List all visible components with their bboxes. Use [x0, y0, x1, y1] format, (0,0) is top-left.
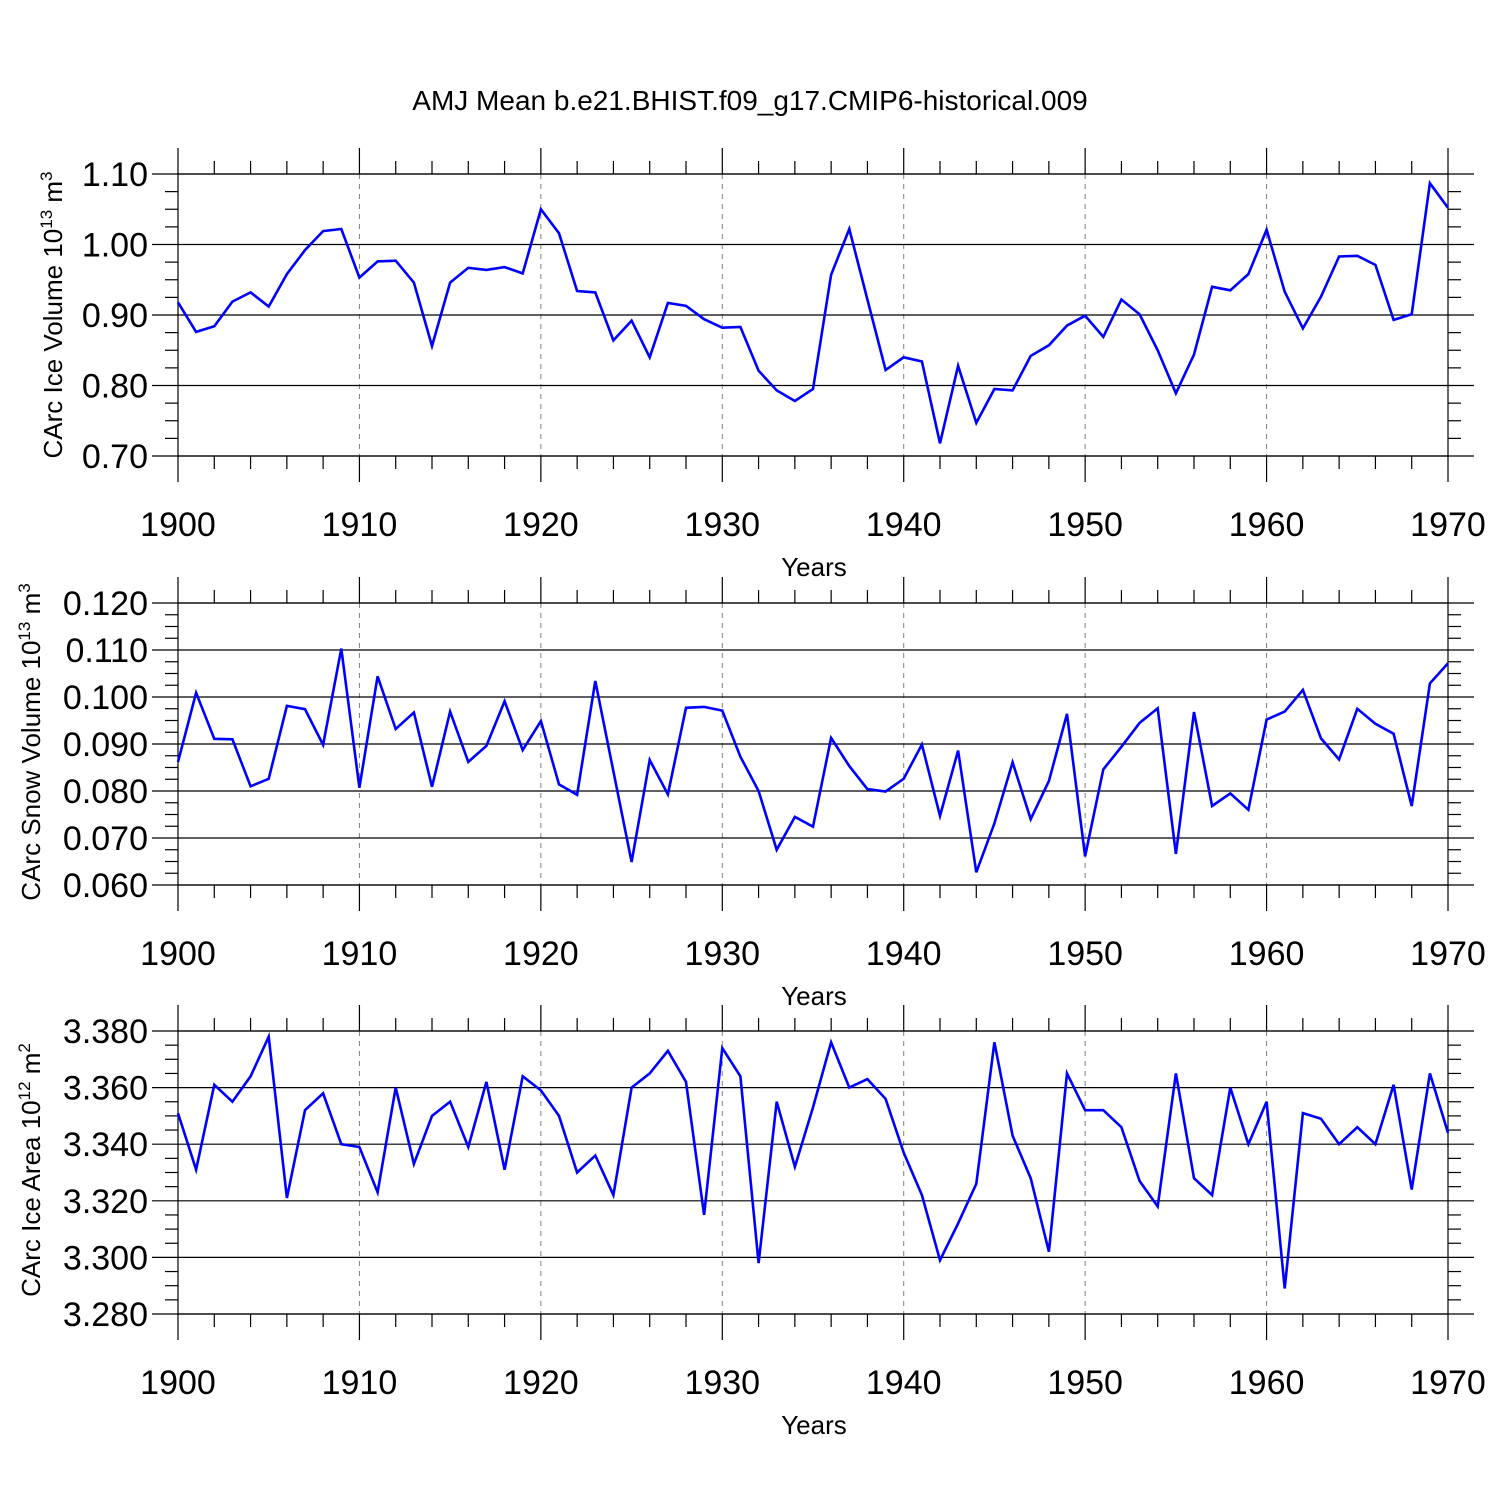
- y-tick-label: 0.80: [82, 368, 148, 406]
- x-tick-label: 1910: [322, 935, 398, 973]
- y-axis-label: CArc Ice Area 1012 m2: [15, 1043, 46, 1297]
- x-tick-label: 1970: [1410, 506, 1486, 544]
- x-tick-label: 1970: [1410, 1364, 1486, 1402]
- x-tick-label: 1960: [1229, 935, 1305, 973]
- panel-1: 1900 1910 1920 1930 1940 1950 1960 1970 0.70 0.80…: [37, 148, 1486, 582]
- x-tick-label: 1930: [684, 506, 760, 544]
- y-tick-label: 1.10: [82, 156, 148, 194]
- x-axis-label: Years: [781, 981, 847, 1011]
- x-tick-label: 1930: [684, 935, 760, 973]
- y-tick-label: 0.100: [63, 679, 148, 717]
- x-tick-label: 1910: [322, 506, 398, 544]
- y-tick-label: 0.060: [63, 867, 148, 905]
- y-tick-label: 3.280: [63, 1296, 148, 1334]
- x-tick-label: 1910: [322, 1364, 398, 1402]
- x-tick-label: 1960: [1229, 1364, 1305, 1402]
- x-tick-label: 1950: [1047, 1364, 1123, 1402]
- x-tick-label: 1920: [503, 506, 579, 544]
- chart-title: AMJ Mean b.e21.BHIST.f09_g17.CMIP6-histo…: [412, 85, 1087, 116]
- x-tick-label: 1930: [684, 1364, 760, 1402]
- y-tick-label: 3.340: [63, 1126, 148, 1164]
- x-tick-label: 1950: [1047, 506, 1123, 544]
- y-tick-label: 3.380: [63, 1013, 148, 1051]
- y-tick-label: 3.320: [63, 1183, 148, 1221]
- y-tick-label: 3.360: [63, 1070, 148, 1108]
- x-tick-label: 1960: [1229, 506, 1305, 544]
- x-tick-label: 1900: [140, 506, 216, 544]
- y-tick-label: 0.120: [63, 585, 148, 623]
- x-tick-label: 1900: [140, 1364, 216, 1402]
- y-tick-label: 0.110: [65, 632, 148, 670]
- x-tick-label: 1940: [866, 1364, 942, 1402]
- y-tick-label: 3.300: [63, 1239, 148, 1277]
- x-tick-label: 1920: [503, 1364, 579, 1402]
- x-axis-label: Years: [781, 1410, 847, 1440]
- x-tick-label: 1950: [1047, 935, 1123, 973]
- x-tick-label: 1970: [1410, 935, 1486, 973]
- series-line: [176, 1031, 1450, 1289]
- y-axis-label: CArc Snow Volume 1013 m3: [15, 583, 46, 900]
- x-tick-label: 1940: [866, 506, 942, 544]
- y-tick-label: 0.080: [63, 773, 148, 811]
- series-line: [176, 648, 1449, 873]
- x-tick-label: 1900: [140, 935, 216, 973]
- y-tick-label: 0.090: [63, 726, 148, 764]
- series-line: [176, 179, 1450, 444]
- x-axis-label: Years: [781, 552, 847, 582]
- panel-2: 1900 1910 1920 1930 1940 1950 1960 1970 0.060 0.0…: [15, 577, 1486, 1011]
- y-tick-label: 1.00: [82, 227, 148, 265]
- y-tick-label: 0.90: [82, 297, 148, 335]
- y-tick-label: 0.070: [63, 820, 148, 858]
- y-tick-label: 0.70: [82, 438, 148, 476]
- y-axis-label: CArc Ice Volume 1013 m3: [37, 171, 68, 458]
- x-tick-label: 1920: [503, 935, 579, 973]
- panel-3: 1900 1910 1920 1930 1940 1950 1960 1970 3.280 3.3…: [15, 1005, 1486, 1440]
- x-tick-label: 1940: [866, 935, 942, 973]
